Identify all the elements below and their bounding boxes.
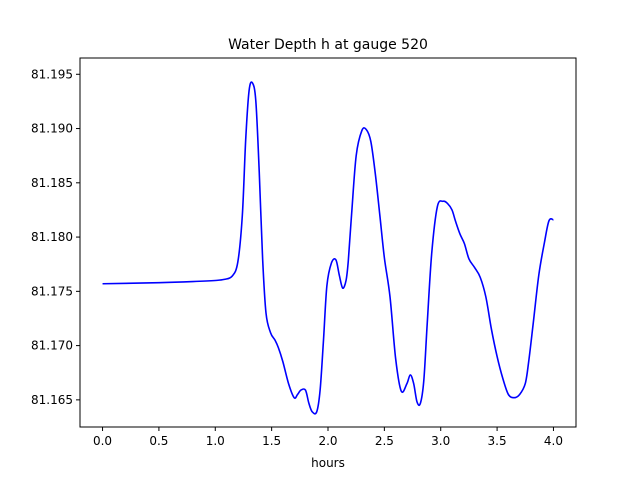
y-tick-label: 81.170 [31,339,73,353]
x-tick-label: 3.5 [488,434,507,448]
plot-area: 0.0 0.5 1.0 1.5 2.0 2.5 3.0 3.5 4.0 81.165 81.170 8… [31,67,563,448]
x-tick-label: 0.5 [149,434,168,448]
y-tick-label: 81.175 [31,284,73,298]
y-tick-label: 81.190 [31,122,73,136]
x-tick-label: 1.0 [206,434,225,448]
y-tick-label: 81.195 [31,67,73,81]
x-axis-label: hours [311,456,345,470]
series-line-0 [102,81,554,415]
x-tick-label: 0.0 [93,434,112,448]
x-tick-label: 3.0 [431,434,450,448]
y-tick-label: 81.180 [31,230,73,244]
x-tick-label: 2.5 [375,434,394,448]
x-tick-label: 4.0 [544,434,563,448]
axes-frame [79,57,577,428]
y-tick-label: 81.185 [31,176,73,190]
x-tick-label: 2.0 [318,434,337,448]
y-tick-label: 81.165 [31,393,73,407]
chart-title: Water Depth h at gauge 520 [228,37,428,53]
x-tick-label: 1.5 [262,434,281,448]
